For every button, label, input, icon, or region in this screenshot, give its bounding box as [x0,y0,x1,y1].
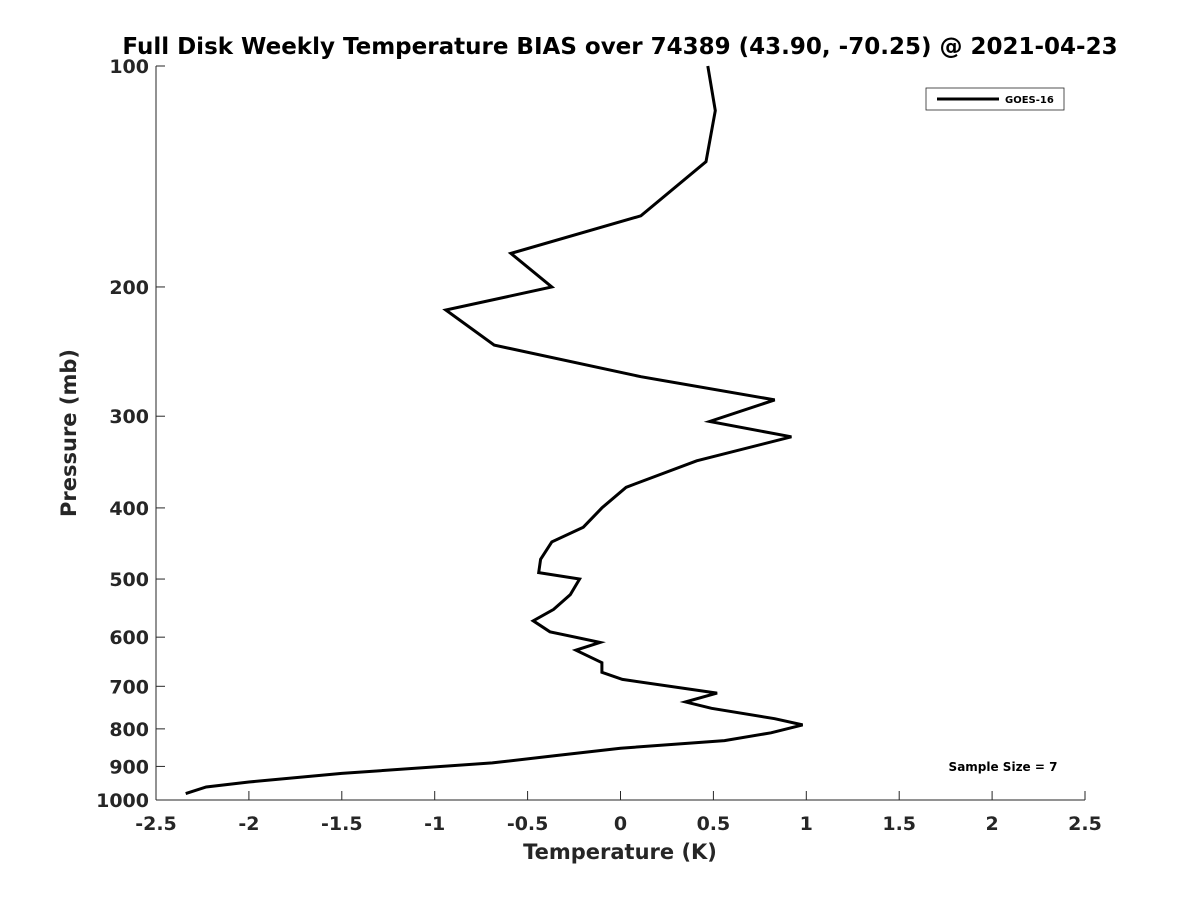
x-tick-label: 2.5 [1068,813,1102,835]
x-axis-ticks: -2.5 -2 -1.5 -1 -0.5 0 0.5 1 1.5 2 2.5 [135,791,1102,835]
y-tick-label: 400 [109,498,149,520]
series-layer [185,65,803,796]
y-axis-ticks: 100 200 300 400 500 600 700 800 900 1000 [96,56,165,812]
x-tick-label: -0.5 [507,813,549,835]
x-tick-label: -1.5 [321,813,363,835]
y-tick-label: 200 [109,277,149,299]
x-tick-label: -2 [238,813,259,835]
y-tick-label: 100 [109,56,149,78]
x-tick-label: 0.5 [697,813,731,835]
chart-title: Full Disk Weekly Temperature BIAS over 7… [122,34,1117,60]
legend-entry-goes-16: GOES-16 [1005,95,1054,106]
x-tick-label: 2 [985,813,998,835]
x-tick-label: -2.5 [135,813,177,835]
y-tick-label: 900 [109,756,149,778]
sample-size-annotation: Sample Size = 7 [949,760,1058,774]
x-tick-label: 1 [800,813,813,835]
y-tick-label: 1000 [96,790,149,812]
y-axis-label: Pressure (mb) [57,349,81,517]
y-tick-label: 700 [109,676,149,698]
x-tick-label: -1 [424,813,445,835]
x-tick-label: 0 [614,813,627,835]
y-tick-label: 500 [109,569,149,591]
y-tick-label: 600 [109,627,149,649]
series-line-goes-16 [185,65,803,796]
y-tick-label: 300 [109,406,149,428]
x-axis-label: Temperature (K) [523,840,717,864]
y-tick-label: 800 [109,719,149,741]
x-tick-label: 1.5 [882,813,916,835]
legend: GOES-16 [925,87,1065,111]
